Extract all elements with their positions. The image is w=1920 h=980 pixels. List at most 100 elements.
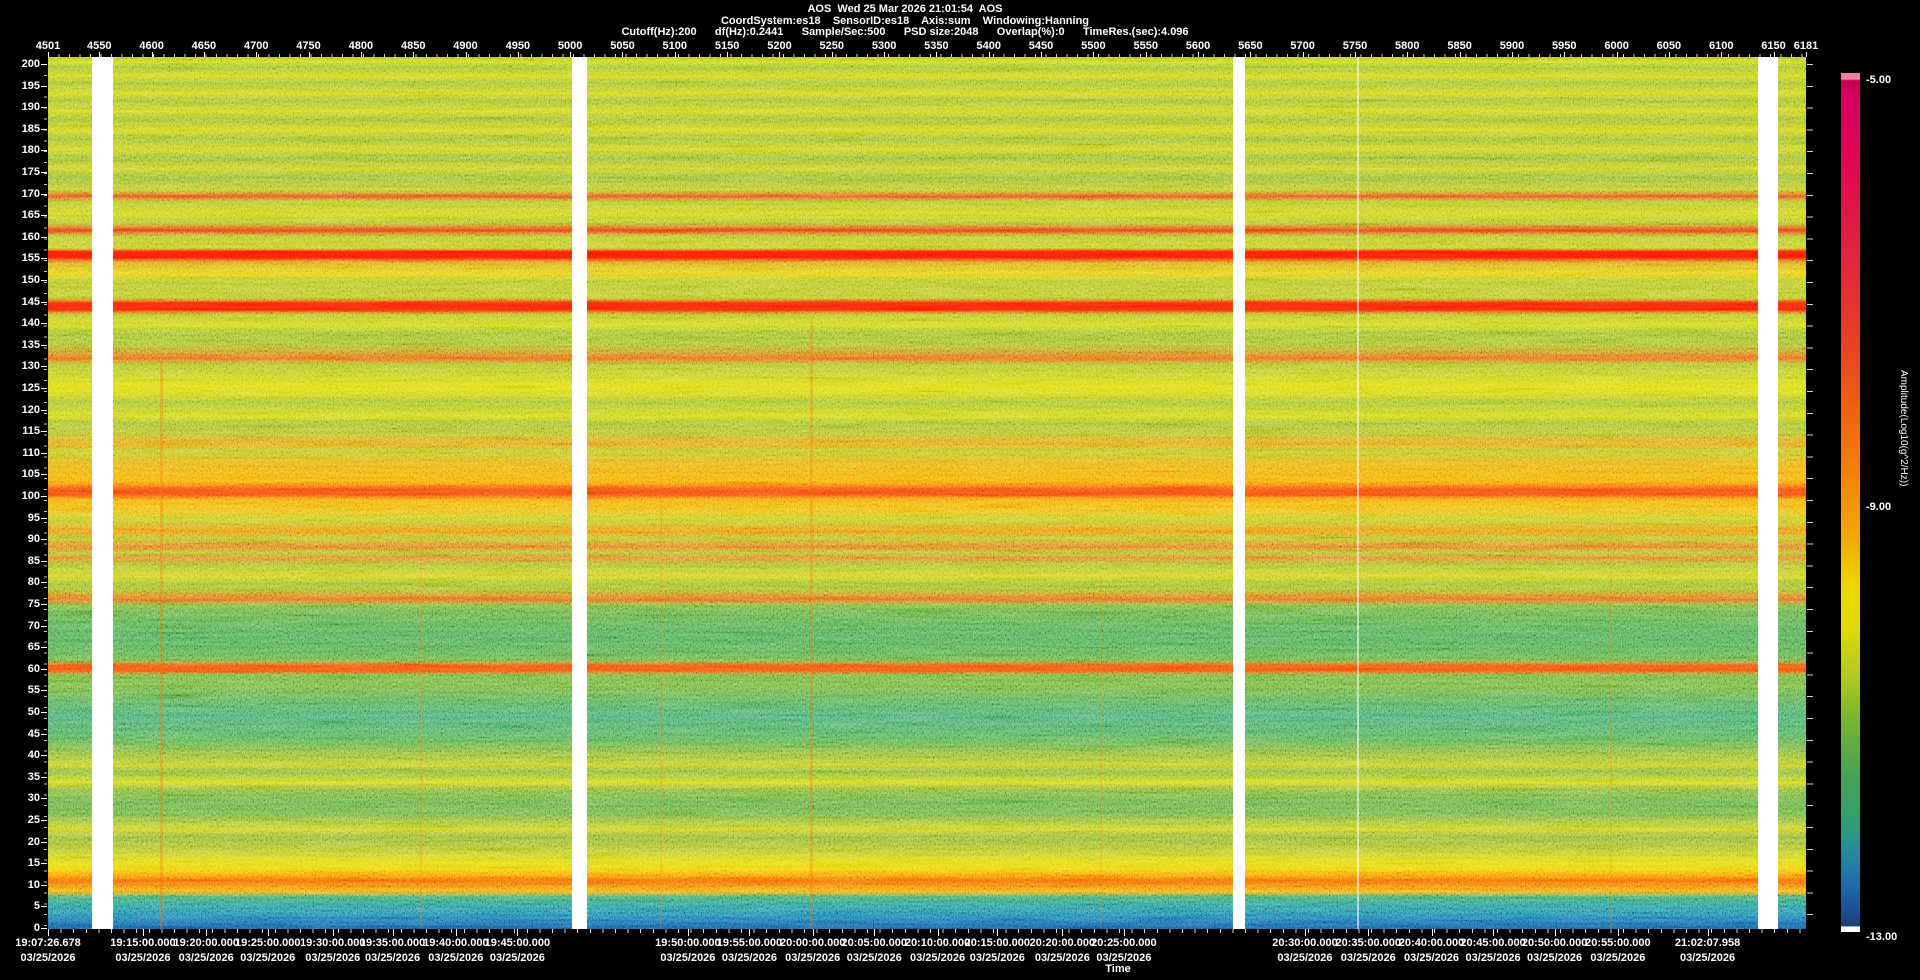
data-gap <box>1758 57 1779 929</box>
top-axis-tick-label: 4800 <box>348 40 374 52</box>
bottom-axis-tick <box>749 929 751 936</box>
right-axis-ticks <box>1807 64 1813 929</box>
left-axis-tick-label: 155 <box>21 252 40 265</box>
left-axis-tick-label: 200 <box>21 58 40 70</box>
spectrogram-bands <box>48 57 1806 929</box>
top-axis-tick-label: 5650 <box>1238 40 1263 52</box>
left-axis-tick-label: 0 <box>33 922 40 934</box>
left-axis-tick-label: 75 <box>27 598 40 610</box>
top-axis-tick-label: 4850 <box>400 40 426 52</box>
bottom-axis-time-label: 20:20:00.000 03/25/2026 <box>1029 937 1096 964</box>
left-axis-tick-label: 35 <box>27 770 40 783</box>
bottom-axis-time-label: 19:35:00.000 03/25/2026 <box>359 937 426 964</box>
bottom-axis-tick <box>997 929 999 936</box>
left-axis-tick-label: 105 <box>21 468 40 481</box>
left-axis-tick-label: 25 <box>27 814 40 826</box>
bottom-axis-tick <box>1304 929 1306 936</box>
left-axis-tick-label: 90 <box>27 533 40 546</box>
top-axis-tick-label: 6050 <box>1656 40 1682 52</box>
top-axis-tick-label: 5850 <box>1447 40 1472 52</box>
left-axis-tick-label: 50 <box>27 706 40 718</box>
top-axis-tick-label: 5200 <box>767 40 792 52</box>
spectrogram-canvas[interactable] <box>48 57 1806 929</box>
left-axis-tick-label: 115 <box>22 425 40 438</box>
bottom-axis-tick <box>1493 929 1495 936</box>
left-axis-tick-label: 130 <box>21 360 40 373</box>
top-axis-tick-label: 6100 <box>1708 40 1734 52</box>
top-axis-tick-label: 5000 <box>557 40 583 52</box>
top-axis-tick-label: 4550 <box>87 40 112 52</box>
bottom-axis-time-label: 20:30:00.000 03/25/2026 <box>1272 937 1338 964</box>
top-axis-tick-label: 5750 <box>1342 40 1368 52</box>
colorbar-tick-label: -13.00 <box>1866 931 1898 944</box>
bottom-axis-time-label: 21:02:07.958 03/25/2026 <box>1674 937 1741 964</box>
bottom-axis-tick <box>206 929 208 936</box>
top-axis-tick-label: 6181 <box>1793 40 1819 52</box>
bottom-axis-time-label: 20:25:00.000 03/25/2026 <box>1091 937 1157 964</box>
bottom-axis-time-label: 20:50:00.000 03/25/2026 <box>1521 937 1588 964</box>
left-axis-tick-label: 140 <box>21 317 40 330</box>
bottom-axis-time-label: 19:40:00.000 03/25/2026 <box>423 937 489 964</box>
top-axis-tick-label: 6000 <box>1604 40 1629 52</box>
processing-info-line: Cutoff(Hz):200 df(Hz):0.2441 Sample/Sec:… <box>621 26 1189 38</box>
top-axis-tick-label: 4501 <box>35 40 61 52</box>
left-axis-tick-label: 110 <box>22 446 40 459</box>
left-axis-tick-label: 145 <box>21 295 40 308</box>
top-axis-tick-label: 5800 <box>1395 40 1420 52</box>
left-axis-tick-label: 100 <box>21 490 40 502</box>
top-axis-tick-label: 5400 <box>976 40 1001 52</box>
sensor-info-line: CoordSystem:es18 SensorID:es18 Axis:sum … <box>720 15 1090 27</box>
bottom-axis-time-label: 19:30:00.000 03/25/2026 <box>300 937 366 964</box>
bottom-axis-tick <box>1123 929 1125 936</box>
colorbar-axis-title: Amplitude(Log10(g^2/Hz)) <box>1898 370 1909 487</box>
bottom-axis-time-label: 19:25:00.000 03/25/2026 <box>235 937 301 964</box>
bottom-axis-tick <box>392 929 394 936</box>
left-axis-tick-label: 170 <box>21 187 40 200</box>
bottom-axis-tick <box>1431 929 1433 936</box>
top-axis-tick-label: 5500 <box>1081 40 1106 52</box>
left-axis-tick-label: 95 <box>27 511 40 524</box>
bottom-axis-time-label: 20:15:00.000 03/25/2026 <box>964 937 1031 964</box>
left-axis-tick-label: 180 <box>21 144 40 157</box>
bottom-axis-time-label: 20:35:00.000 03/25/2026 <box>1335 937 1401 964</box>
top-axis-tick-label: 5050 <box>610 40 635 52</box>
bottom-axis-time-label: 19:45:00.000 03/25/2026 <box>484 937 551 964</box>
top-axis-minor-ticks <box>48 54 1806 57</box>
bottom-axis-time-label: 20:40:00.000 03/25/2026 <box>1398 937 1465 964</box>
x-axis-title: Time <box>1105 963 1131 975</box>
spectrogram-streak-texture <box>48 57 1806 929</box>
top-axis-tick-label: 5950 <box>1552 40 1577 52</box>
vertical-streak <box>1357 57 1359 929</box>
left-axis-tick-label: 160 <box>21 230 40 243</box>
top-axis-tick-label: 4650 <box>191 40 217 52</box>
left-axis-tick-label: 15 <box>27 857 40 870</box>
bottom-axis-minor-ticks <box>48 929 1806 933</box>
left-axis-tick-label: 20 <box>27 835 40 848</box>
bottom-axis-tick <box>332 929 334 936</box>
bottom-axis-tick <box>48 929 49 936</box>
bottom-axis-tick <box>1554 929 1556 936</box>
window-title: AOS Wed 25 Mar 2026 21:01:54 AOS <box>807 3 1003 15</box>
vertical-streak <box>419 536 422 929</box>
top-axis-tick-label: 5900 <box>1499 40 1525 52</box>
top-axis-tick-label: 4750 <box>296 40 321 52</box>
bottom-axis-time-label: 20:05:00.000 03/25/2026 <box>841 937 907 964</box>
left-axis-tick-label: 30 <box>27 792 40 805</box>
left-axis-tick-label: 135 <box>21 338 40 351</box>
top-axis-tick-label: 5700 <box>1290 40 1315 52</box>
left-axis-tick-label: 150 <box>21 274 40 286</box>
bottom-axis-tick <box>1707 929 1709 936</box>
top-axis-tick <box>1806 52 1807 57</box>
top-axis-tick-label: 4900 <box>453 40 478 52</box>
data-gap <box>572 57 587 929</box>
top-axis-tick-label: 4950 <box>505 40 531 52</box>
bottom-axis-time-label: 19:20:00.000 03/25/2026 <box>173 937 239 964</box>
left-axis-tick-label: 10 <box>27 878 40 891</box>
top-axis-tick-label: 6150 <box>1761 40 1786 52</box>
left-axis-tick-label: 185 <box>21 122 40 135</box>
top-axis-tick-label: 5450 <box>1028 40 1054 52</box>
top-axis-tick-label: 5550 <box>1133 40 1158 52</box>
bottom-axis-time-label: 19:50:00.000 03/25/2026 <box>655 937 721 964</box>
bottom-axis-time-label: 19:15:00.000 03/25/2026 <box>110 937 176 964</box>
